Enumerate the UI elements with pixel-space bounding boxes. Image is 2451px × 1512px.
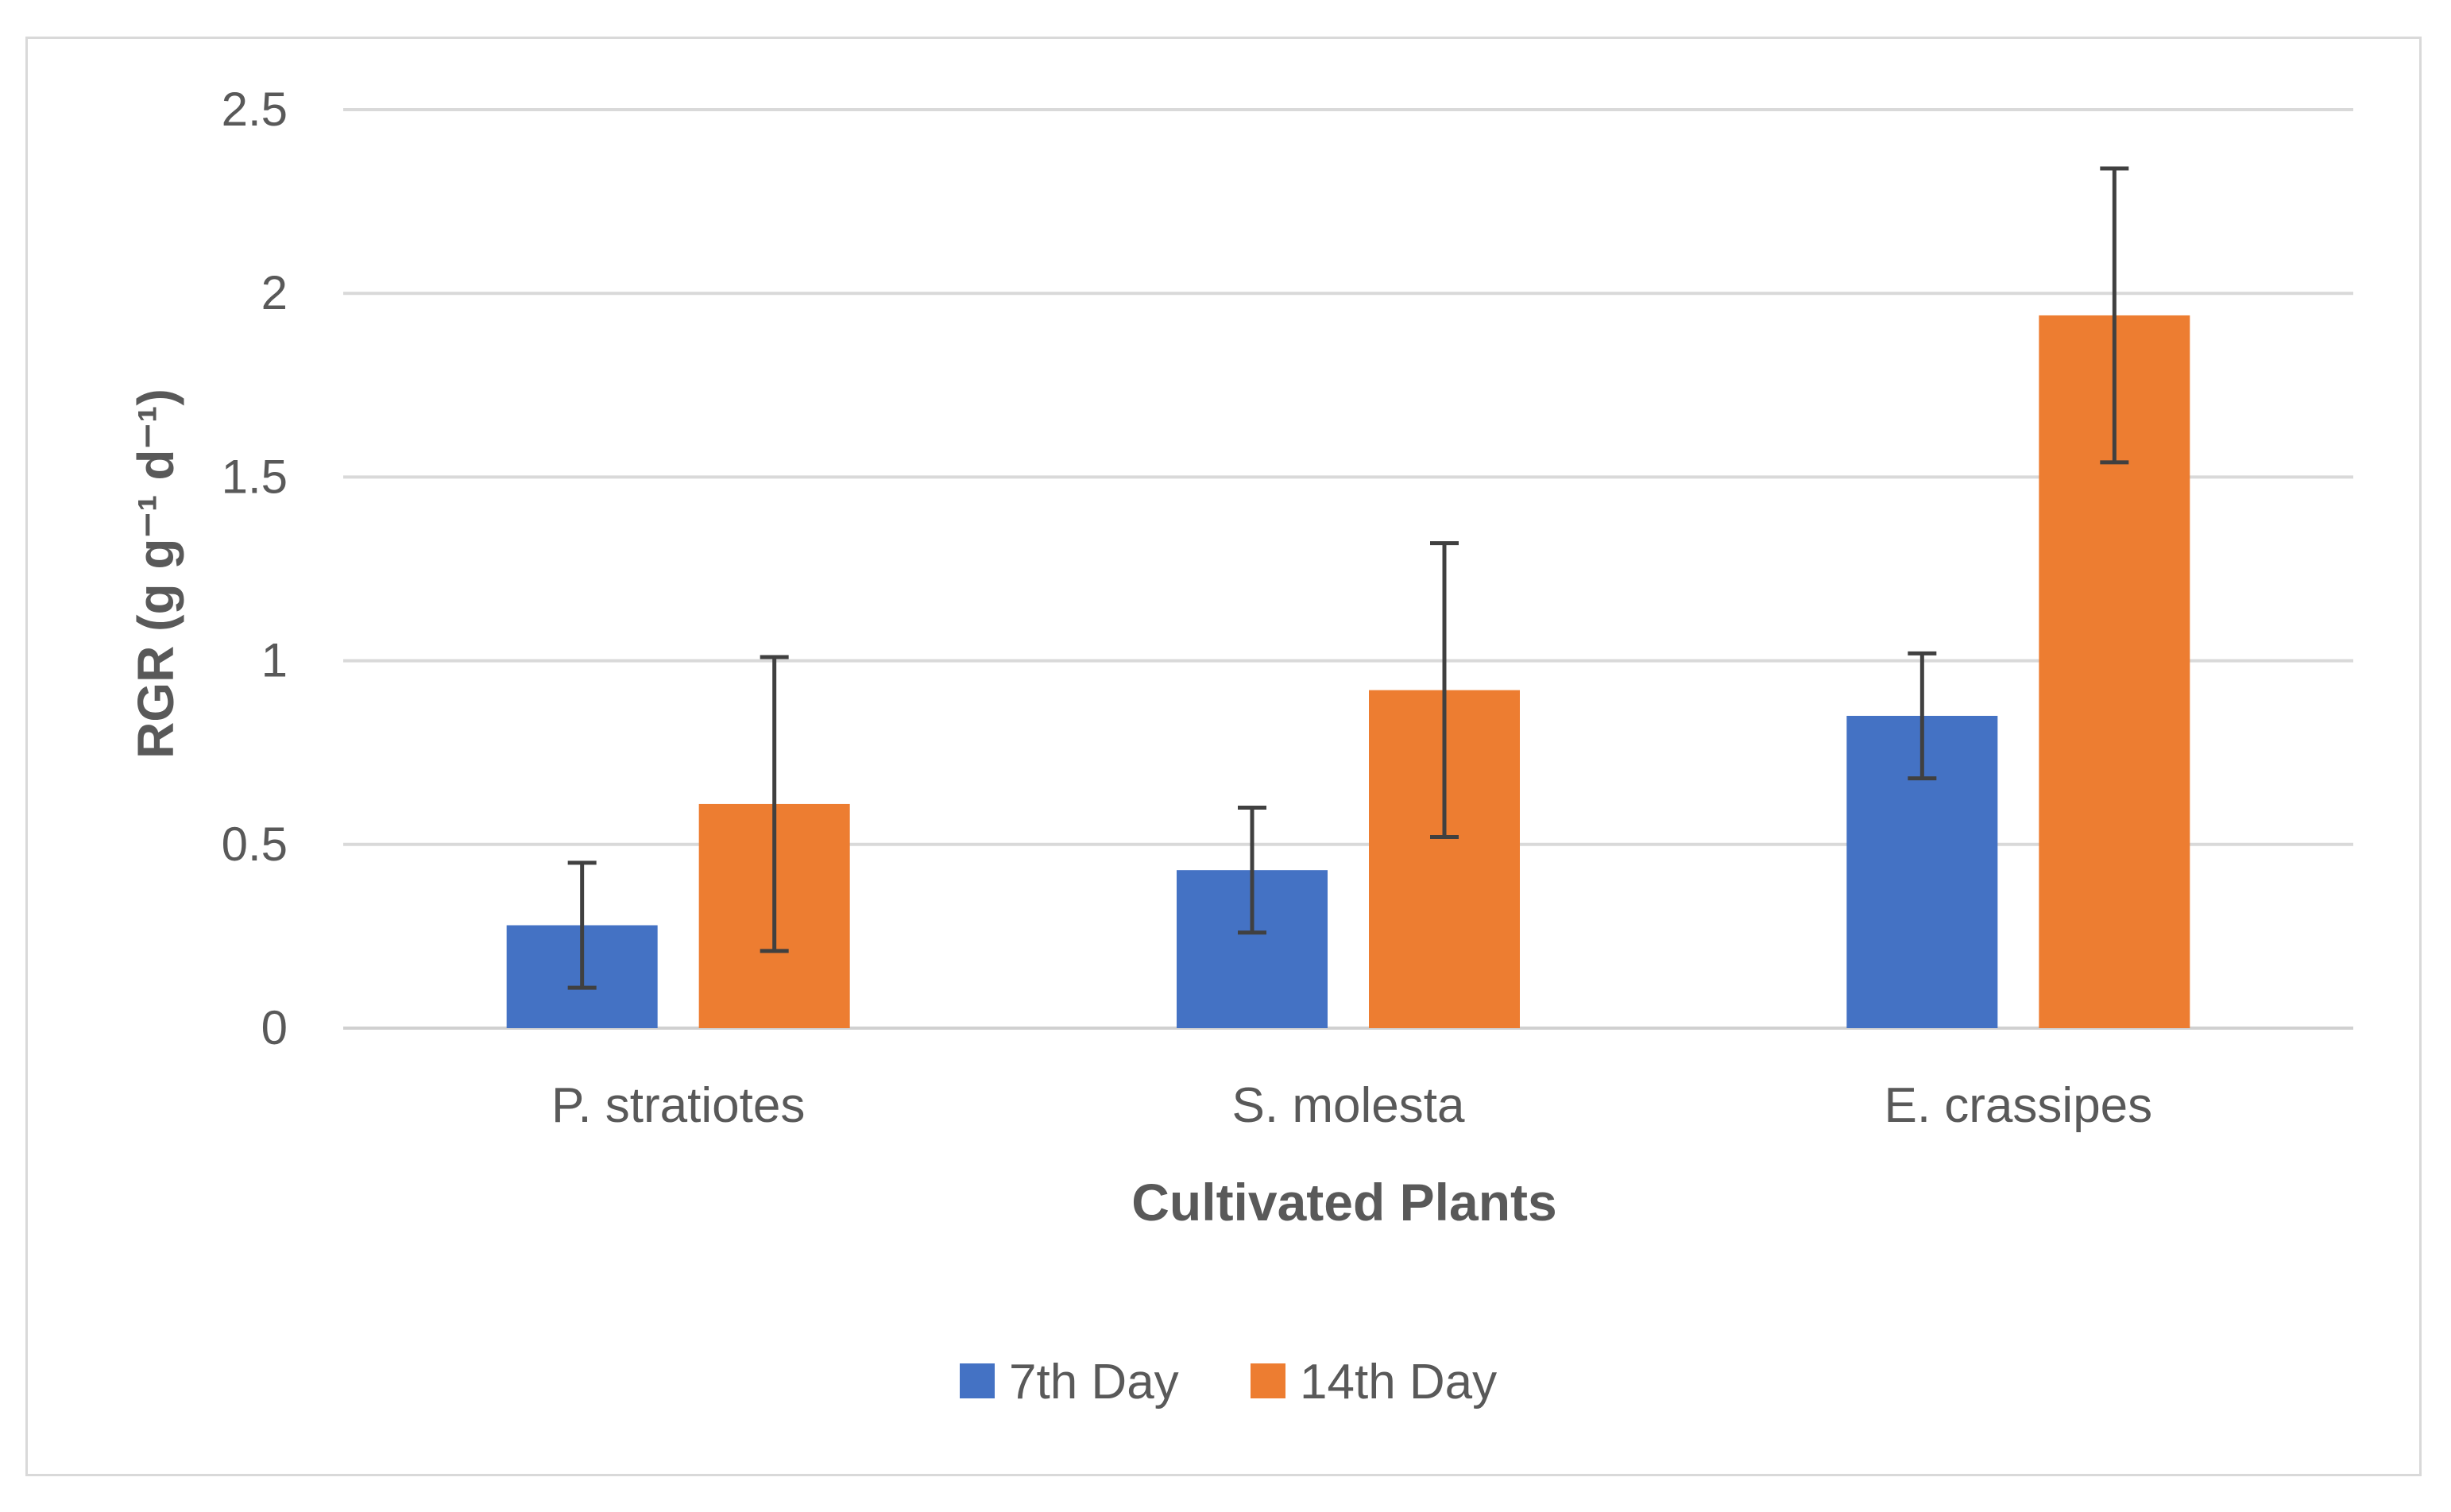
y-tick-labels: 0 0.5 1 1.5 2 2.5 [222, 83, 288, 1054]
y-tick-label: 2.5 [222, 83, 288, 136]
legend-swatch [960, 1363, 995, 1398]
category-label: E. crassipes [1884, 1078, 2152, 1133]
error-bar [1908, 651, 1937, 781]
bars [506, 315, 2190, 1029]
category-label: S. molesta [1232, 1078, 1465, 1133]
category-label: P. stratiotes [551, 1078, 805, 1133]
y-tick-label: 0.5 [222, 818, 288, 871]
x-axis-title: Cultivated Plants [1131, 1173, 1556, 1232]
y-tick-label: 2 [261, 266, 288, 319]
gridlines [343, 108, 2353, 1030]
category-labels: P. stratiotes S. molesta E. crassipes [551, 1078, 2152, 1133]
legend: 7th Day 14th Day [960, 1355, 1497, 1410]
error-bar [760, 655, 789, 953]
y-axis-title: RGR (g g⁻¹ d⁻¹) [127, 389, 184, 759]
error-bar [567, 860, 597, 990]
error-bar [1238, 806, 1266, 935]
legend-label: 7th Day [1009, 1355, 1179, 1410]
error-bars [567, 166, 2129, 990]
chart-frame [25, 37, 2422, 1476]
y-tick-label: 0 [261, 1001, 288, 1054]
error-bar [2100, 166, 2129, 465]
y-tick-label: 1 [261, 634, 288, 687]
legend-label: 14th Day [1300, 1355, 1497, 1410]
legend-swatch [1251, 1363, 1285, 1398]
y-tick-label: 1.5 [222, 450, 288, 503]
error-bar [1430, 541, 1459, 840]
